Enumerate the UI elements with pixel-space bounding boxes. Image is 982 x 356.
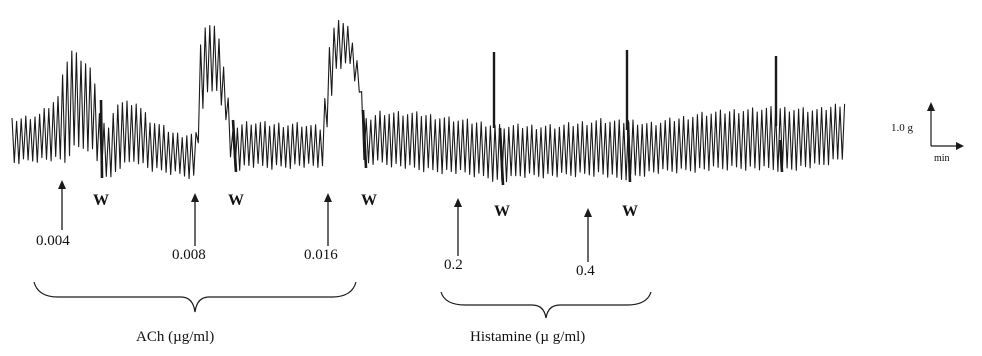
dose-arrow-head-4 bbox=[454, 198, 462, 207]
brace-histamine bbox=[440, 291, 652, 319]
washout-trace-stroke-5 bbox=[626, 121, 632, 183]
group-label-histamine: Histamine (µ g/ml) bbox=[470, 329, 586, 345]
dose-label-ach-2: 0.008 bbox=[172, 247, 206, 263]
dose-label-histamine-1: 0.2 bbox=[444, 257, 463, 273]
washout-trace-stroke-2 bbox=[231, 119, 238, 173]
group-label-ach: ACh (µg/ml) bbox=[136, 329, 215, 345]
scale-bar-horizontal-arrowhead bbox=[956, 142, 964, 150]
washout-trace-stroke-4 bbox=[498, 127, 505, 186]
washout-trace-stroke-3 bbox=[361, 109, 368, 169]
dose-label-ach-1: 0.004 bbox=[36, 233, 70, 249]
washout-label-1: W bbox=[93, 192, 109, 209]
washout-trace-stroke-6 bbox=[778, 139, 784, 173]
washout-label-4: W bbox=[494, 203, 510, 220]
washout-label-5: W bbox=[622, 203, 638, 220]
scale-bar-vertical-arrowhead bbox=[927, 102, 935, 111]
brace-ach bbox=[33, 281, 357, 313]
dose-arrow-head-1 bbox=[58, 180, 66, 189]
scale-bar-force-label: 1.0 g bbox=[891, 122, 913, 134]
dose-arrow-head-3 bbox=[324, 193, 332, 202]
dose-arrow-head-5 bbox=[584, 208, 592, 217]
washout-label-2: W bbox=[228, 192, 244, 209]
washout-label-3: W bbox=[361, 192, 377, 209]
contraction-trace bbox=[11, 19, 846, 183]
dose-label-histamine-2: 0.4 bbox=[576, 263, 595, 279]
dose-arrow-head-2 bbox=[191, 193, 199, 202]
scale-bar-time-label: min bbox=[934, 153, 950, 164]
dose-label-ach-3: 0.016 bbox=[304, 247, 338, 263]
washout-trace-stroke-1 bbox=[99, 99, 104, 179]
